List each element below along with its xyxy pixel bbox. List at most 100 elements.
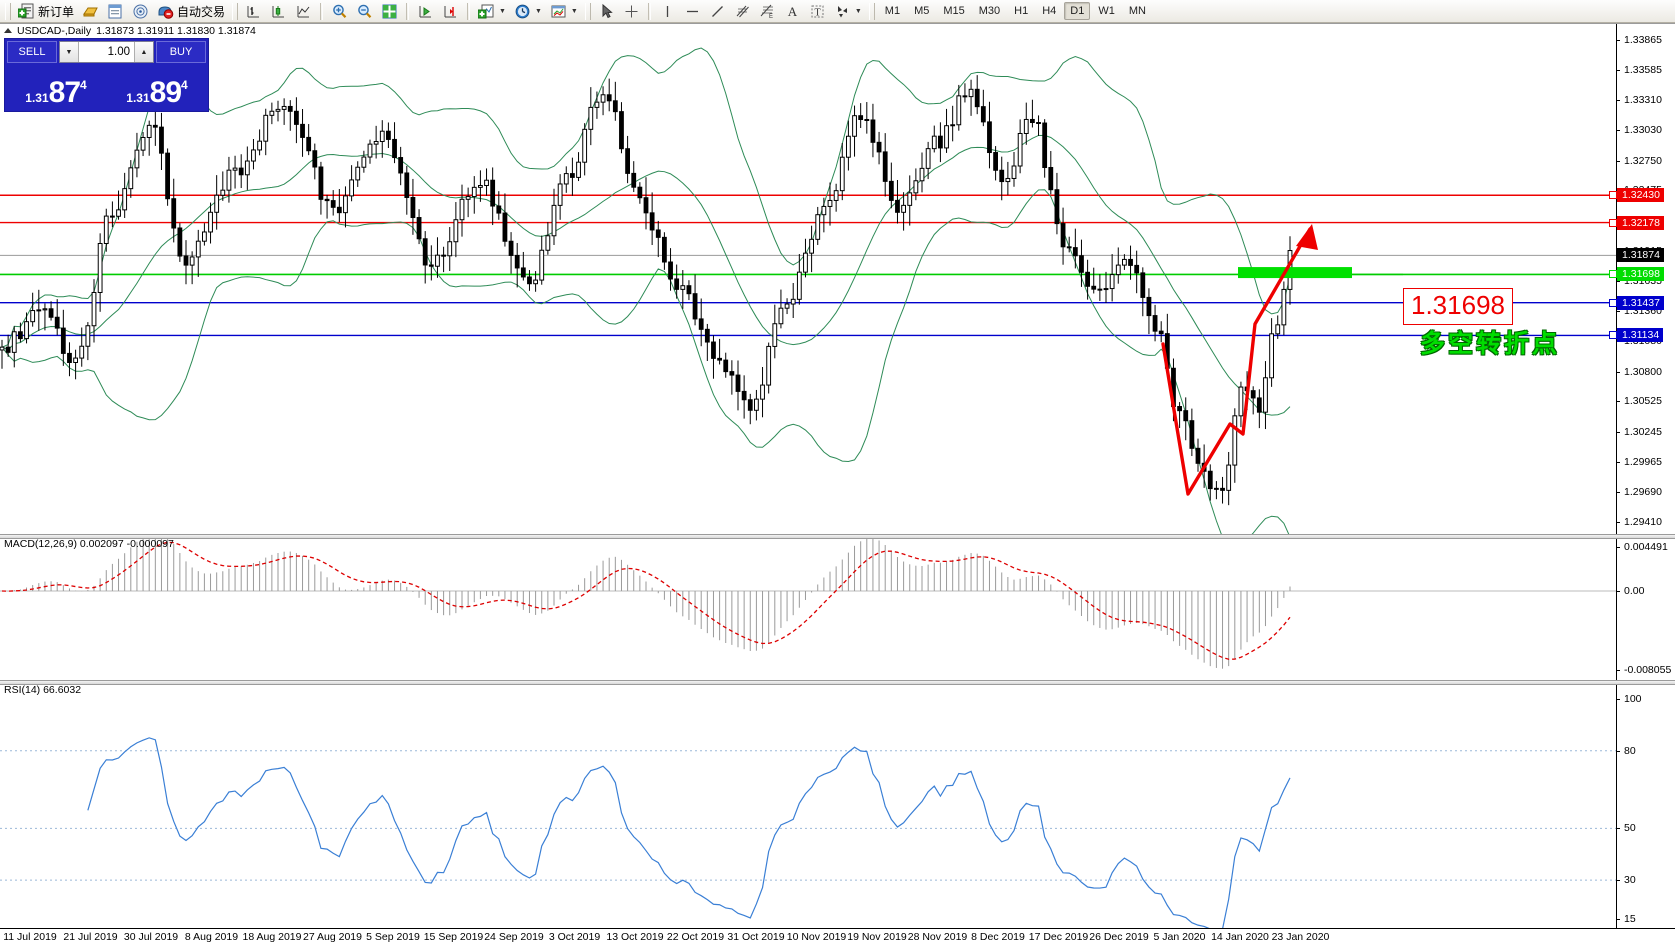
- chevron-down-icon[interactable]: ▼: [534, 7, 542, 15]
- macd-tick: -0.008055: [1617, 664, 1671, 676]
- sell-button[interactable]: 1.31 87 4: [7, 65, 105, 109]
- time-tick: 18 Aug 2019: [242, 931, 302, 943]
- price-tick: 1.33865: [1617, 34, 1662, 46]
- symbol-ohlc: 1.31873 1.31911 1.31830 1.31874: [96, 24, 256, 37]
- price-tick: 1.33310: [1617, 94, 1662, 106]
- level-handle-icon[interactable]: [1609, 218, 1617, 227]
- timeframe-w1[interactable]: W1: [1098, 5, 1115, 17]
- signals-button[interactable]: [128, 0, 153, 23]
- time-tick: 24 Sep 2019: [484, 931, 544, 943]
- data-window-button[interactable]: [103, 0, 128, 23]
- add-indicator-button[interactable]: ▼: [474, 0, 510, 23]
- chevron-down-icon[interactable]: ▼: [854, 7, 862, 15]
- collapse-triangle-icon[interactable]: [4, 28, 12, 33]
- buy-button[interactable]: 1.31 89 4: [108, 65, 206, 109]
- volume-decrement-icon[interactable]: ▼: [60, 42, 79, 62]
- toolbar-grip-4[interactable]: [868, 2, 875, 20]
- level-handle-icon[interactable]: [1609, 270, 1617, 279]
- toolbar-grip-3[interactable]: [584, 2, 591, 20]
- pane-separator-1[interactable]: [0, 534, 1675, 539]
- timeframe-m30[interactable]: M30: [978, 5, 1001, 17]
- timeframe-group: M1 M5 M15 M30 H1 H4 D1 W1 MN: [878, 2, 1153, 20]
- candlestick-chart-button[interactable]: [266, 0, 291, 23]
- autotrading-button[interactable]: 自动交易: [153, 0, 229, 23]
- trade-prices: 1.31 87 4 1.31 89 4: [7, 65, 206, 109]
- macd-chart-canvas[interactable]: [0, 537, 1617, 680]
- level-handle-icon[interactable]: [1609, 298, 1617, 307]
- price-callout-annotation[interactable]: 1.31698: [1403, 288, 1513, 325]
- price-level-support[interactable]: 1.31437: [1617, 295, 1664, 310]
- horizontal-line-button[interactable]: [680, 0, 705, 23]
- auto-scroll-button[interactable]: [413, 0, 438, 23]
- price-level-resistance[interactable]: 1.32430: [1617, 188, 1664, 203]
- volume-increment-icon[interactable]: ▲: [134, 42, 153, 62]
- timeframe-h1[interactable]: H1: [1014, 5, 1029, 17]
- timeframe-m1[interactable]: M1: [884, 5, 901, 17]
- timeframe-h4[interactable]: H4: [1042, 5, 1057, 17]
- buy-label[interactable]: BUY: [156, 41, 206, 63]
- price-axis[interactable]: 1.33865 1.33585 1.33310 1.33030 1.32750 1.324…: [1616, 24, 1675, 534]
- macd-pane[interactable]: MACD(12,26,9) 0.002097 -0.000097 0.00449…: [0, 537, 1675, 680]
- time-tick: 13 Oct 2019: [606, 931, 664, 943]
- rsi-chart-canvas[interactable]: [0, 683, 1617, 929]
- level-handle-icon[interactable]: [1609, 191, 1617, 200]
- timeframe-m5[interactable]: M5: [914, 5, 930, 17]
- time-tick: 23 Jan 2020: [1271, 931, 1330, 943]
- new-order-button[interactable]: 新订单: [14, 0, 78, 23]
- textbox-icon: T: [809, 3, 826, 20]
- chevron-down-icon[interactable]: ▼: [570, 7, 578, 15]
- chevron-down-icon[interactable]: ▼: [499, 7, 506, 15]
- cursor-button[interactable]: [594, 0, 619, 23]
- turning-point-annotation[interactable]: 多空转折点: [1420, 330, 1561, 358]
- price-level-support[interactable]: 1.31134: [1617, 328, 1664, 343]
- chart-shift-button[interactable]: [438, 0, 463, 23]
- line-chart-button[interactable]: [291, 0, 316, 23]
- equidistant-channel-button[interactable]: [730, 0, 755, 23]
- price-level-resistance[interactable]: 1.32178: [1617, 215, 1664, 230]
- toolbar-grip[interactable]: [5, 2, 11, 20]
- shapes-arrows-button[interactable]: ▼: [830, 0, 866, 23]
- zoom-out-icon: [356, 3, 373, 20]
- rsi-pane[interactable]: RSI(14) 66.6032 100 80 50 30 15: [0, 683, 1675, 929]
- expert-advisors-button[interactable]: [78, 0, 103, 23]
- svg-text:E: E: [769, 14, 773, 20]
- tile-windows-button[interactable]: [377, 0, 402, 23]
- sell-label[interactable]: SELL: [7, 41, 57, 63]
- time-tick: 11 Jul 2019: [3, 931, 57, 943]
- arrows-icon: [834, 3, 851, 20]
- macd-tick: 0.004491: [1617, 541, 1668, 553]
- chart-area[interactable]: USDCAD-,Daily 1.31873 1.31911 1.31830 1.…: [0, 23, 1675, 946]
- timeframe-m15[interactable]: M15: [943, 5, 965, 17]
- timeframe-mn[interactable]: MN: [1128, 5, 1146, 17]
- price-chart-canvas[interactable]: [0, 24, 1617, 534]
- time-axis[interactable]: 11 Jul 2019 21 Jul 2019 30 Jul 2019 8 Aug 2…: [0, 928, 1675, 946]
- templates-button[interactable]: ▼: [546, 0, 582, 23]
- price-tick: 1.33585: [1617, 64, 1662, 76]
- crosshair-button[interactable]: [619, 0, 644, 23]
- trendline-button[interactable]: [705, 0, 730, 23]
- volume-value[interactable]: 1.00: [107, 46, 130, 58]
- price-level-last-price[interactable]: 1.31874: [1617, 248, 1664, 263]
- text-label-button[interactable]: A: [780, 0, 805, 23]
- vertical-line-button[interactable]: [655, 0, 680, 23]
- price-level-target[interactable]: 1.31698: [1617, 267, 1664, 282]
- level-handle-icon[interactable]: [1609, 331, 1617, 340]
- volume-field[interactable]: ▼ 1.00 ▲: [59, 41, 154, 63]
- bar-chart-button[interactable]: [241, 0, 266, 23]
- period-clock-button[interactable]: ▼: [510, 0, 546, 23]
- one-click-trading-panel[interactable]: SELL ▼ 1.00 ▲ BUY 1.31 87 4 1.31 89 4: [4, 38, 209, 112]
- buy-price-main: 89: [149, 76, 182, 109]
- price-tick: 1.29410: [1617, 516, 1662, 528]
- rsi-tick: 100: [1617, 693, 1642, 705]
- tile-windows-icon: [381, 3, 398, 20]
- timeframe-d1[interactable]: D1: [1064, 2, 1091, 20]
- fibonacci-button[interactable]: E: [755, 0, 780, 23]
- zoom-in-button[interactable]: [327, 0, 352, 23]
- text-box-button[interactable]: T: [805, 0, 830, 23]
- zoom-out-button[interactable]: [352, 0, 377, 23]
- price-pane[interactable]: 1.33865 1.33585 1.33310 1.33030 1.32750 1.324…: [0, 24, 1675, 534]
- toolbar-grip-2[interactable]: [232, 2, 239, 20]
- pane-separator-2[interactable]: [0, 680, 1675, 685]
- price-tick: 1.33030: [1617, 124, 1662, 136]
- vertical-line-icon: [659, 3, 676, 20]
